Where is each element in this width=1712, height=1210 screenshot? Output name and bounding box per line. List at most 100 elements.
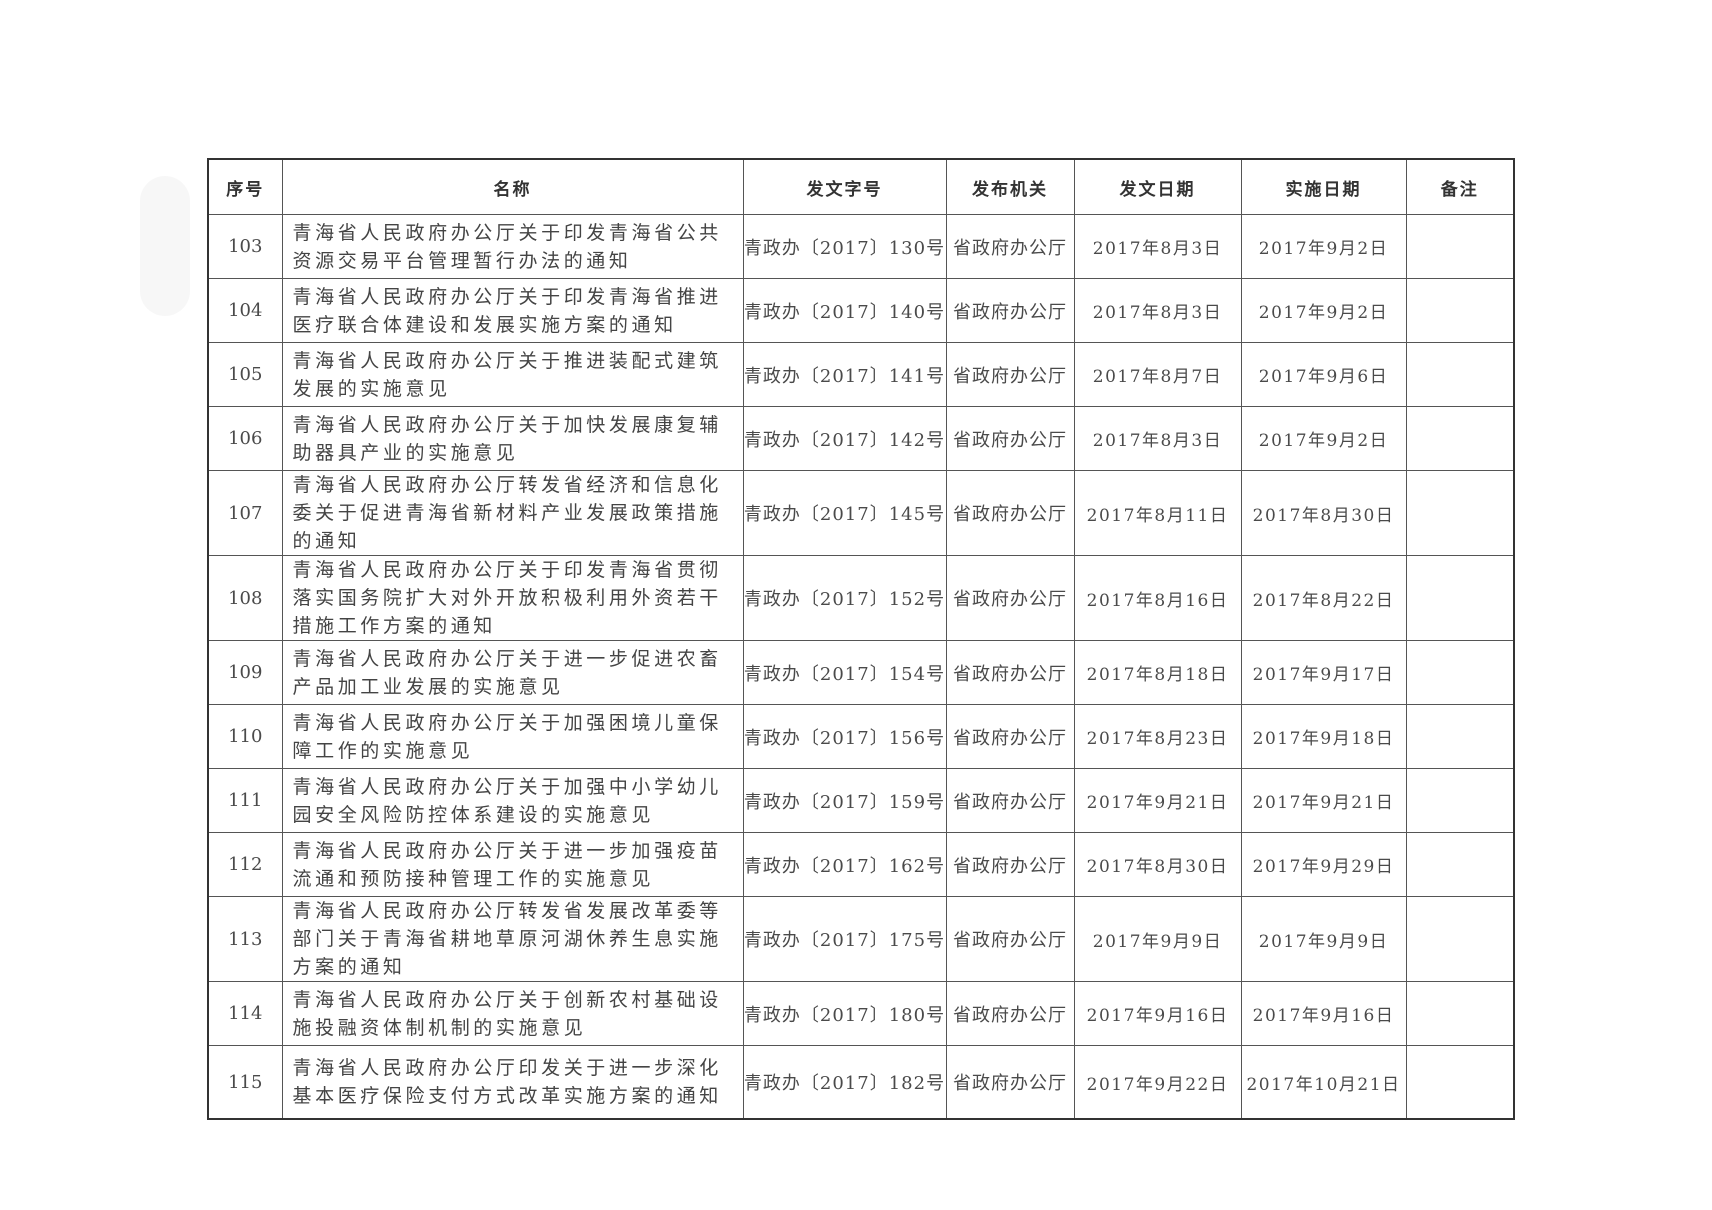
cell-name: 青海省人民政府办公厅关于印发青海省贯彻落实国务院扩大对外开放积极利用外资若干措施… bbox=[281, 555, 744, 641]
cell-code: 青政办〔2017〕159号 bbox=[742, 768, 947, 833]
cell-code: 青政办〔2017〕182号 bbox=[742, 1045, 947, 1120]
cell-note bbox=[1405, 640, 1515, 705]
cell-org: 省政府办公厅 bbox=[945, 278, 1075, 343]
table-row: 103 青海省人民政府办公厅关于印发青海省公共资源交易平台管理暂行办法的通知 青政办… bbox=[207, 214, 1515, 279]
table-row: 113 青海省人民政府办公厅转发省发展改革委等部门关于青海省耕地草原河湖休养生息实… bbox=[207, 896, 1515, 982]
cell-name: 青海省人民政府办公厅印发关于进一步深化基本医疗保险支付方式改革实施方案的通知 bbox=[281, 1045, 744, 1120]
cell-code: 青政办〔2017〕152号 bbox=[742, 555, 947, 641]
cell-note bbox=[1405, 555, 1515, 641]
header-effective-date: 实施日期 bbox=[1240, 158, 1407, 215]
cell-org: 省政府办公厅 bbox=[945, 470, 1075, 556]
cell-seq: 108 bbox=[207, 555, 283, 641]
cell-issue-date: 2017年9月21日 bbox=[1073, 768, 1242, 833]
table-row: 105 青海省人民政府办公厅关于推进装配式建筑发展的实施意见 青政办〔2017〕14… bbox=[207, 342, 1515, 407]
cell-effective-date: 2017年9月2日 bbox=[1240, 214, 1407, 279]
header-code: 发文字号 bbox=[742, 158, 947, 215]
cell-code: 青政办〔2017〕145号 bbox=[742, 470, 947, 556]
cell-org: 省政府办公厅 bbox=[945, 406, 1075, 471]
cell-issue-date: 2017年8月16日 bbox=[1073, 555, 1242, 641]
cell-seq: 103 bbox=[207, 214, 283, 279]
cell-seq: 114 bbox=[207, 981, 283, 1046]
cell-note bbox=[1405, 896, 1515, 982]
cell-effective-date: 2017年9月2日 bbox=[1240, 406, 1407, 471]
cell-seq: 105 bbox=[207, 342, 283, 407]
document-table: 序号 名称 发文字号 发布机关 发文日期 实施日期 备注 103 青海省人民政府办… bbox=[207, 158, 1515, 1120]
table-row: 108 青海省人民政府办公厅关于印发青海省贯彻落实国务院扩大对外开放积极利用外资若… bbox=[207, 555, 1515, 641]
cell-name: 青海省人民政府办公厅关于加强困境儿童保障工作的实施意见 bbox=[281, 704, 744, 769]
cell-effective-date: 2017年9月18日 bbox=[1240, 704, 1407, 769]
cell-code: 青政办〔2017〕162号 bbox=[742, 832, 947, 897]
cell-note bbox=[1405, 214, 1515, 279]
cell-org: 省政府办公厅 bbox=[945, 214, 1075, 279]
cell-seq: 111 bbox=[207, 768, 283, 833]
cell-issue-date: 2017年8月7日 bbox=[1073, 342, 1242, 407]
cell-name: 青海省人民政府办公厅关于加强中小学幼儿园安全风险防控体系建设的实施意见 bbox=[281, 768, 744, 833]
cell-issue-date: 2017年9月16日 bbox=[1073, 981, 1242, 1046]
cell-seq: 107 bbox=[207, 470, 283, 556]
cell-effective-date: 2017年8月30日 bbox=[1240, 470, 1407, 556]
cell-effective-date: 2017年8月22日 bbox=[1240, 555, 1407, 641]
cell-seq: 110 bbox=[207, 704, 283, 769]
cell-org: 省政府办公厅 bbox=[945, 555, 1075, 641]
cell-note bbox=[1405, 342, 1515, 407]
cell-note bbox=[1405, 704, 1515, 769]
cell-effective-date: 2017年9月17日 bbox=[1240, 640, 1407, 705]
cell-note bbox=[1405, 278, 1515, 343]
table-row: 115 青海省人民政府办公厅印发关于进一步深化基本医疗保险支付方式改革实施方案的通… bbox=[207, 1045, 1515, 1120]
table-row: 114 青海省人民政府办公厅关于创新农村基础设施投融资体制机制的实施意见 青政办〔2… bbox=[207, 981, 1515, 1046]
table-row: 110 青海省人民政府办公厅关于加强困境儿童保障工作的实施意见 青政办〔2017〕1… bbox=[207, 704, 1515, 769]
cell-code: 青政办〔2017〕142号 bbox=[742, 406, 947, 471]
cell-org: 省政府办公厅 bbox=[945, 342, 1075, 407]
cell-seq: 106 bbox=[207, 406, 283, 471]
cell-code: 青政办〔2017〕130号 bbox=[742, 214, 947, 279]
table-row: 107 青海省人民政府办公厅转发省经济和信息化委关于促进青海省新材料产业发展政策措… bbox=[207, 470, 1515, 556]
cell-name: 青海省人民政府办公厅关于印发青海省公共资源交易平台管理暂行办法的通知 bbox=[281, 214, 744, 279]
cell-issue-date: 2017年8月3日 bbox=[1073, 406, 1242, 471]
header-seq: 序号 bbox=[207, 158, 283, 215]
table-row: 106 青海省人民政府办公厅关于加快发展康复辅助器具产业的实施意见 青政办〔2017… bbox=[207, 406, 1515, 471]
cell-effective-date: 2017年9月2日 bbox=[1240, 278, 1407, 343]
cell-note bbox=[1405, 1045, 1515, 1120]
cell-name: 青海省人民政府办公厅关于创新农村基础设施投融资体制机制的实施意见 bbox=[281, 981, 744, 1046]
cell-note bbox=[1405, 981, 1515, 1046]
header-org: 发布机关 bbox=[945, 158, 1075, 215]
cell-code: 青政办〔2017〕154号 bbox=[742, 640, 947, 705]
cell-effective-date: 2017年9月21日 bbox=[1240, 768, 1407, 833]
header-row: 序号 名称 发文字号 发布机关 发文日期 实施日期 备注 bbox=[207, 158, 1515, 215]
cell-note bbox=[1405, 768, 1515, 833]
cell-issue-date: 2017年8月11日 bbox=[1073, 470, 1242, 556]
cell-name: 青海省人民政府办公厅转发省经济和信息化委关于促进青海省新材料产业发展政策措施的通… bbox=[281, 470, 744, 556]
cell-effective-date: 2017年9月6日 bbox=[1240, 342, 1407, 407]
cell-note bbox=[1405, 832, 1515, 897]
cell-code: 青政办〔2017〕156号 bbox=[742, 704, 947, 769]
table-row: 111 青海省人民政府办公厅关于加强中小学幼儿园安全风险防控体系建设的实施意见 青政… bbox=[207, 768, 1515, 833]
header-note: 备注 bbox=[1405, 158, 1515, 215]
cell-issue-date: 2017年8月3日 bbox=[1073, 214, 1242, 279]
cell-name: 青海省人民政府办公厅关于进一步促进农畜产品加工业发展的实施意见 bbox=[281, 640, 744, 705]
cell-org: 省政府办公厅 bbox=[945, 704, 1075, 769]
table-row: 109 青海省人民政府办公厅关于进一步促进农畜产品加工业发展的实施意见 青政办〔20… bbox=[207, 640, 1515, 705]
cell-seq: 112 bbox=[207, 832, 283, 897]
cell-seq: 113 bbox=[207, 896, 283, 982]
cell-org: 省政府办公厅 bbox=[945, 640, 1075, 705]
cell-issue-date: 2017年8月3日 bbox=[1073, 278, 1242, 343]
cell-code: 青政办〔2017〕141号 bbox=[742, 342, 947, 407]
cell-issue-date: 2017年8月18日 bbox=[1073, 640, 1242, 705]
cell-org: 省政府办公厅 bbox=[945, 1045, 1075, 1120]
cell-org: 省政府办公厅 bbox=[945, 896, 1075, 982]
cell-code: 青政办〔2017〕140号 bbox=[742, 278, 947, 343]
cell-issue-date: 2017年8月23日 bbox=[1073, 704, 1242, 769]
cell-effective-date: 2017年9月9日 bbox=[1240, 896, 1407, 982]
table-row: 104 青海省人民政府办公厅关于印发青海省推进医疗联合体建设和发展实施方案的通知青… bbox=[207, 278, 1515, 343]
cell-code: 青政办〔2017〕175号 bbox=[742, 896, 947, 982]
cell-issue-date: 2017年8月30日 bbox=[1073, 832, 1242, 897]
cell-note bbox=[1405, 406, 1515, 471]
cell-issue-date: 2017年9月9日 bbox=[1073, 896, 1242, 982]
cell-issue-date: 2017年9月22日 bbox=[1073, 1045, 1242, 1120]
cell-org: 省政府办公厅 bbox=[945, 768, 1075, 833]
cell-seq: 109 bbox=[207, 640, 283, 705]
header-issue-date: 发文日期 bbox=[1073, 158, 1242, 215]
cell-code: 青政办〔2017〕180号 bbox=[742, 981, 947, 1046]
cell-name: 青海省人民政府办公厅关于印发青海省推进医疗联合体建设和发展实施方案的通知 bbox=[281, 278, 744, 343]
cell-org: 省政府办公厅 bbox=[945, 832, 1075, 897]
